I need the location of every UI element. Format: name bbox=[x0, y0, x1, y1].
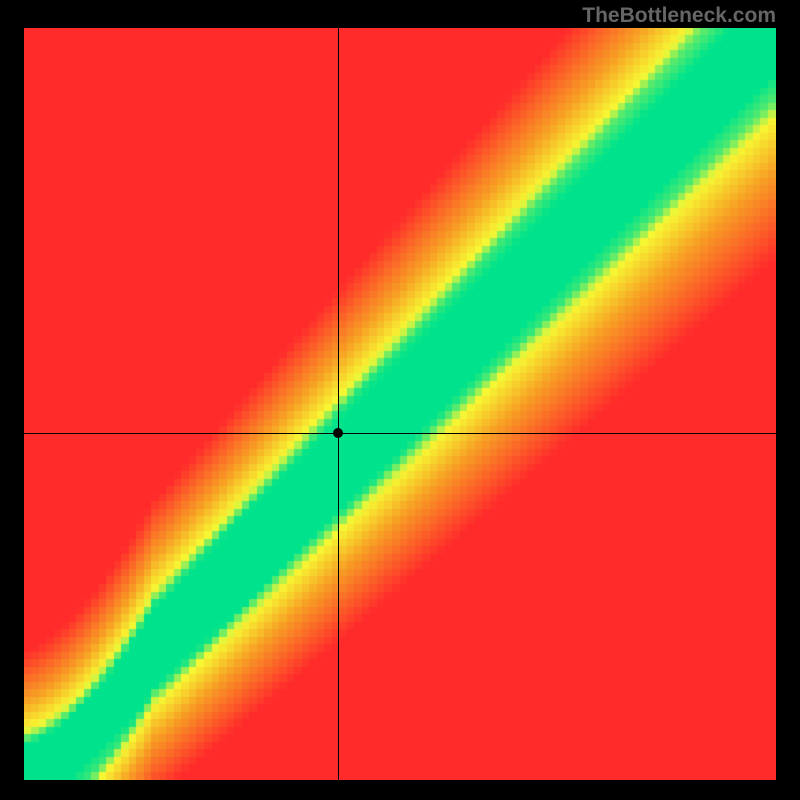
watermark-text: TheBottleneck.com bbox=[582, 4, 776, 28]
crosshair-vertical bbox=[338, 28, 339, 780]
data-point-marker bbox=[333, 428, 343, 438]
heatmap-plot bbox=[24, 28, 776, 780]
crosshair-horizontal bbox=[24, 433, 776, 434]
heatmap-canvas bbox=[24, 28, 776, 780]
